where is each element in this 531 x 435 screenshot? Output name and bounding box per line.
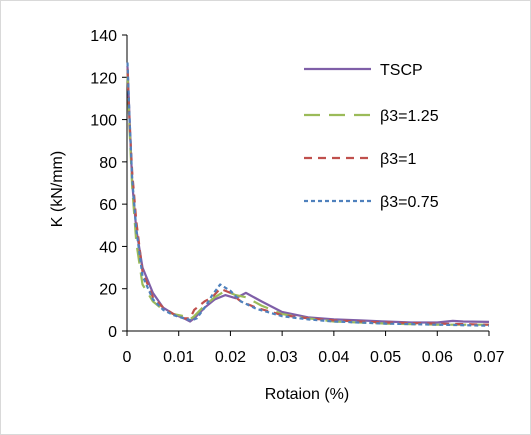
- series-line-4: [126, 62, 490, 327]
- legend-label-2: β3=1.25: [380, 108, 439, 125]
- y-tick-label: 120: [90, 70, 117, 87]
- legend-label-4: β3=0.75: [380, 194, 439, 211]
- y-tick-label: 100: [90, 113, 117, 130]
- y-ticks: 0 20 40 60 80 100 120 140: [90, 28, 127, 341]
- y-axis-title: K (kN/mm): [49, 151, 66, 227]
- x-tick-label: 0.03: [267, 349, 298, 366]
- x-tick-label: 0.05: [370, 349, 401, 366]
- legend-label-1: TSCP: [380, 62, 423, 79]
- x-axis-title: Rotaion (%): [265, 386, 349, 403]
- x-tick-label: 0.04: [318, 349, 349, 366]
- y-tick-label: 20: [99, 282, 117, 299]
- series-layer: [126, 62, 490, 327]
- x-tick-label: 0.07: [473, 349, 504, 366]
- y-tick-label: 80: [99, 155, 117, 172]
- x-tick-label: 0.02: [215, 349, 246, 366]
- y-tick-label: 40: [99, 239, 117, 256]
- x-tick-label: 0.01: [163, 349, 194, 366]
- legend: TSCP β3=1.25 β3=1 β3=0.75: [304, 62, 439, 211]
- y-tick-label: 140: [90, 28, 117, 45]
- x-tick-label: 0: [123, 349, 132, 366]
- plot-area: 0 20 40 60 80 100 120 140 0 0.01 0.02 0.03 0.04 0.05…: [90, 28, 504, 366]
- y-tick-label: 60: [99, 197, 117, 214]
- y-tick-label: 0: [108, 324, 117, 341]
- x-tick-label: 0.06: [422, 349, 453, 366]
- legend-label-3: β3=1: [380, 151, 416, 168]
- x-ticks: 0 0.01 0.02 0.03 0.04 0.05 0.06 0.07: [123, 331, 505, 366]
